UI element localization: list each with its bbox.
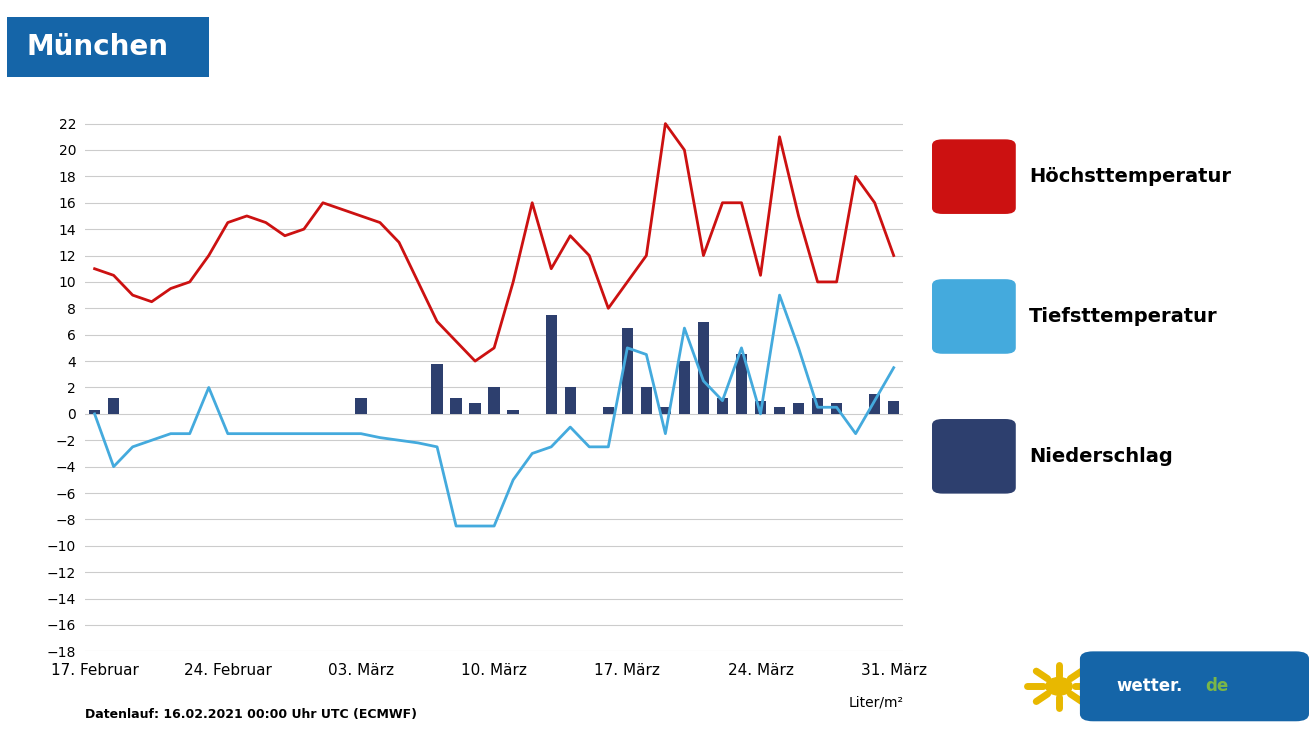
Bar [107, 398, 119, 414]
Bar [755, 400, 766, 414]
Bar [640, 387, 652, 414]
Bar [660, 407, 672, 414]
Text: Höchsttemperatur: Höchsttemperatur [1029, 167, 1230, 186]
Bar [736, 355, 747, 414]
Bar [355, 398, 367, 414]
Bar [831, 403, 842, 414]
Text: wetter.: wetter. [1117, 677, 1183, 696]
Bar [450, 398, 462, 414]
Bar [546, 315, 556, 414]
Text: Liter/m²: Liter/m² [848, 696, 903, 710]
Bar [470, 403, 480, 414]
Bar [602, 407, 614, 414]
Bar [774, 407, 785, 414]
Text: Datenlauf: 16.02.2021 00:00 Uhr UTC (ECMWF): Datenlauf: 16.02.2021 00:00 Uhr UTC (ECM… [85, 707, 418, 721]
Circle shape [1046, 678, 1072, 695]
Bar [793, 403, 804, 414]
Text: München: München [27, 33, 169, 61]
Bar [622, 328, 634, 414]
Bar [564, 387, 576, 414]
Bar [698, 322, 709, 414]
Bar [488, 387, 500, 414]
Bar [869, 394, 881, 414]
Bar [678, 361, 690, 414]
Bar [812, 398, 823, 414]
Text: de: de [1206, 677, 1229, 696]
Bar [888, 400, 899, 414]
Bar [432, 364, 442, 414]
Text: Niederschlag: Niederschlag [1029, 447, 1173, 466]
Bar [508, 410, 518, 414]
Bar [717, 398, 728, 414]
Bar [89, 410, 101, 414]
Text: Tiefsttemperatur: Tiefsttemperatur [1029, 307, 1217, 326]
